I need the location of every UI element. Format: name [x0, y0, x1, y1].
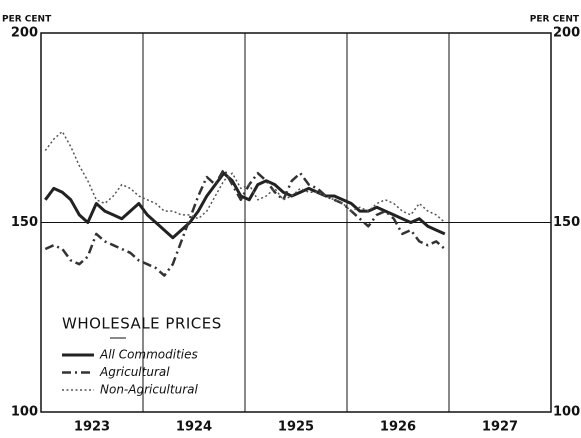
series-line	[44, 171, 446, 240]
y-tick-label: 100	[11, 405, 38, 420]
y2-tick-label: 100	[553, 405, 580, 420]
x-tick-label: 1924	[176, 420, 212, 435]
series-line	[44, 130, 446, 224]
y-tick-label: 200	[11, 26, 38, 41]
x-tick-label: 1925	[278, 420, 314, 435]
y2-axis-label: PER CENT	[530, 15, 580, 25]
y2-tick-label: 200	[553, 26, 580, 41]
legend-label: Non-Agricultural	[100, 383, 198, 397]
x-tick-label: 1923	[74, 420, 110, 435]
x-tick-label: 1926	[380, 420, 416, 435]
legend-label: Agricultural	[99, 365, 170, 379]
legend-label: All Commodities	[99, 348, 198, 362]
y-tick-label: 150	[11, 215, 38, 230]
x-tick-label: 1927	[482, 420, 518, 435]
y2-tick-label: 150	[553, 215, 580, 230]
y-axis-label: PER CENT	[2, 15, 52, 25]
series-line	[44, 168, 446, 277]
legend-title: WHOLESALE PRICES	[62, 315, 222, 333]
